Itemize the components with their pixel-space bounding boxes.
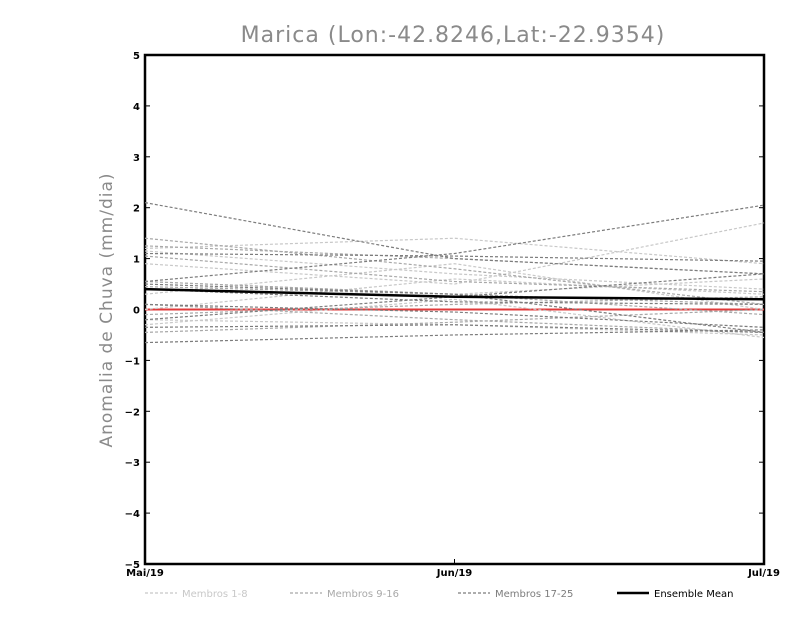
member-series-line — [144, 308, 765, 334]
y-tick-label: −3 — [125, 458, 140, 469]
x-tick-label: Jun/19 — [436, 568, 473, 579]
member-series-line — [144, 303, 765, 328]
member-series-line — [144, 202, 765, 275]
member-series-line — [144, 324, 765, 334]
y-tick-label: −4 — [125, 509, 140, 520]
ensemble-mean-line — [144, 287, 765, 301]
member-series-line — [144, 278, 765, 295]
member-series-line — [144, 263, 765, 311]
legend: Membros 1-8 Membros 9-16 Membros 17-25 Ense… — [145, 589, 733, 600]
y-tick-label: −5 — [125, 560, 140, 571]
legend-label: Membros 9-16 — [327, 589, 399, 600]
x-tick-label: Mai/19 — [126, 568, 164, 579]
x-tick-label: Jul/19 — [747, 568, 780, 579]
y-tick-label: −2 — [125, 407, 140, 418]
member-series-line — [144, 204, 765, 283]
member-series-line — [144, 303, 765, 334]
member-series-line — [144, 319, 765, 336]
member-series-line — [144, 298, 765, 339]
member-series-line — [144, 288, 765, 306]
y-tick-label: 0 — [133, 306, 140, 317]
y-axis-label: Anomalia de Chuva (mm/dia) — [97, 172, 117, 447]
member-series-line — [144, 222, 765, 285]
series-lines — [144, 202, 765, 344]
member-series-line — [144, 237, 765, 306]
legend-label: Membros 17-25 — [495, 589, 573, 600]
member-series-line — [144, 285, 765, 306]
member-series-line — [144, 252, 765, 262]
y-tick-label: −1 — [125, 356, 140, 367]
y-tick-label: 1 — [133, 255, 140, 266]
y-tick-label: 3 — [133, 153, 140, 164]
member-series-line — [144, 255, 765, 293]
member-series-line — [144, 237, 765, 265]
legend-label: Membros 1-8 — [182, 589, 248, 600]
member-series-line — [144, 329, 765, 344]
member-series-line — [144, 278, 765, 311]
member-series-line — [144, 280, 765, 316]
chart-title: Marica (Lon:-42.8246,Lat:-22.9354) — [241, 23, 666, 48]
legend-label: Ensemble Mean — [654, 589, 733, 600]
member-series-line — [144, 283, 765, 334]
y-tick-label: 2 — [133, 204, 140, 215]
y-tick-label: 4 — [133, 102, 140, 113]
axis-ticks: −5 −4 −3 −2 −1 0 1 2 3 4 5 Mai/19 Jun/19 Jul/19 — [125, 51, 780, 579]
y-tick-label: 5 — [133, 51, 140, 62]
